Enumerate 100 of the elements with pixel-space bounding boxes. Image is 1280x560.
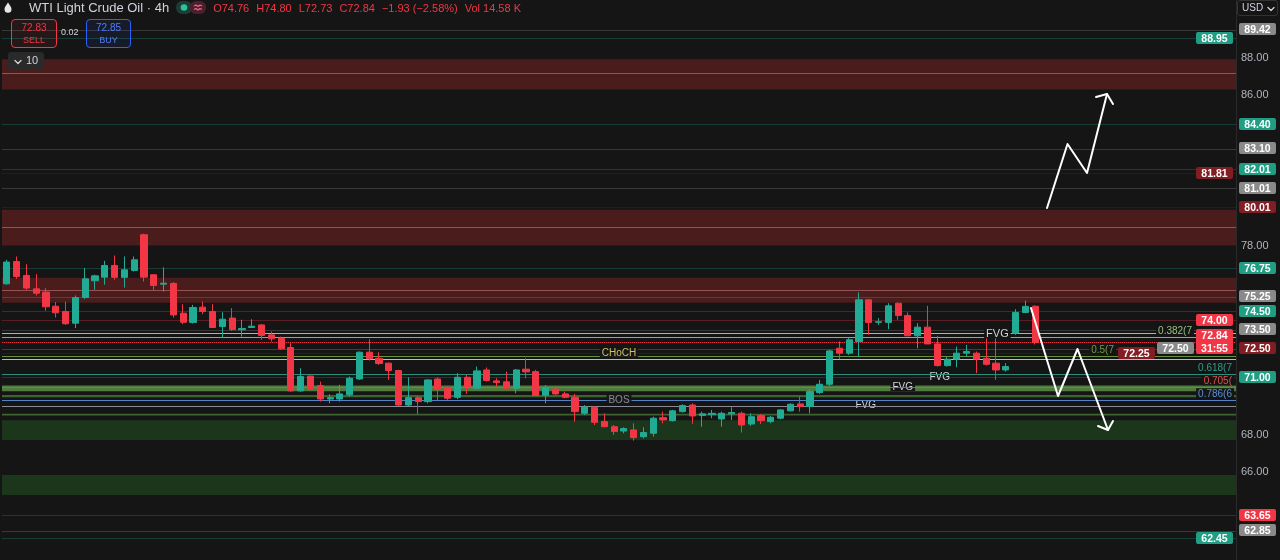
candlestick [160,266,167,292]
candlestick [483,366,490,383]
ref-line-label: 81.81 [1196,166,1233,179]
candlestick [131,255,138,273]
collapse-button: 10 [8,52,44,70]
candlestick [953,346,960,368]
candlestick [72,294,79,329]
candlestick [307,375,314,391]
ref-line-label: 81.01 [1239,181,1276,194]
candlestick [209,303,216,329]
candlestick [669,409,676,423]
ref-line-label: 74.50 [1239,304,1276,317]
candlestick [513,368,520,394]
candlestick [1022,300,1029,314]
candlestick [140,233,148,283]
candlestick [591,406,598,426]
candlestick [327,393,334,404]
ref-line-label: 63.65 [1239,509,1276,522]
candlestick [542,384,549,404]
ref-line-label: 72.50 [1157,342,1194,355]
candlestick [170,281,177,319]
annotation: 0.618(7 [1198,361,1233,373]
candlestick [464,374,471,395]
candlestick [777,408,784,420]
ref-line-label: 62.45 [1196,531,1233,544]
annotation: 0.705( [1203,374,1233,386]
candlestick [679,403,686,414]
candlestick [229,307,236,332]
candlestick [473,366,481,389]
candlestick [562,391,569,399]
candlestick [258,323,265,341]
candlestick [395,369,402,407]
candlestick [532,369,539,397]
candlestick [150,274,157,291]
candlestick [797,396,804,413]
candlestick [571,393,579,423]
candlestick [356,350,363,381]
annotation: −1.93 (−2.58%) [381,1,458,14]
candlestick [904,311,911,337]
annotation: C72.84 [339,1,375,14]
candlestick [219,311,226,339]
annotation: 0.382(7 [1158,325,1193,337]
ref-line-label: 72.84 31:55 [1196,329,1233,355]
candlestick [552,385,559,396]
ref-line-label: 80.01 [1239,200,1276,213]
candlestick [199,300,206,315]
candlestick [630,422,637,442]
candlestick [405,376,412,407]
candlestick [846,337,853,356]
candlestick [385,362,392,381]
candlestick [297,367,304,393]
annotation: Vol 14.58 K [464,1,521,14]
ref-line-label: 71.00 [1239,370,1276,383]
ref-line-label: 62.85 [1239,524,1276,537]
candlestick [914,322,921,349]
ref-line-label: 83.10 [1239,142,1276,155]
candlestick [42,287,50,312]
candlestick [757,413,765,425]
candlestick [346,376,353,398]
candlestick [268,330,275,342]
candlestick [82,267,89,300]
candlestick [973,350,980,374]
annotation: H74.80 [256,1,292,14]
chart-title: WTI Light Crude Oil · 4h [29,0,170,15]
candlestick [659,411,667,424]
candlestick [189,304,197,325]
candlestick [738,411,745,434]
candlestick [689,402,696,425]
y-tick-label: 68.00 [1241,427,1269,440]
annotation: O74.76 [213,1,250,14]
candlestick [522,357,530,379]
ref-line-label: 84.40 [1239,117,1276,130]
candlestick [816,379,823,395]
candlestick [23,263,30,291]
buy-button: 72.85 BUY [86,19,131,48]
annotation: 72.83 [21,21,47,34]
candlestick [3,259,10,286]
candlestick [434,376,441,402]
candlestick [52,301,59,319]
annotation: BUY [99,33,118,46]
candlestick [444,385,451,401]
ref-line-label: 74.00 [1196,314,1233,327]
candlestick [963,344,970,358]
candlestick [1012,308,1019,336]
candlestick [699,411,706,428]
candlestick [91,274,99,291]
candlestick [855,291,863,358]
candlestick [33,273,40,296]
ref-line-label: 82.01 [1239,163,1276,175]
ref-line-label: 76.75 [1239,262,1276,275]
annotation: 72.85 [95,21,122,34]
annotation: 10 [26,54,39,66]
candlestick [826,349,833,387]
candlestick [503,371,510,389]
ref-line-label: CHoCH [601,346,637,358]
candlestick [767,415,774,424]
candlestick [748,412,755,427]
candlestick [424,378,432,404]
annotation: FVG [986,326,1009,339]
candlestick [415,395,422,415]
